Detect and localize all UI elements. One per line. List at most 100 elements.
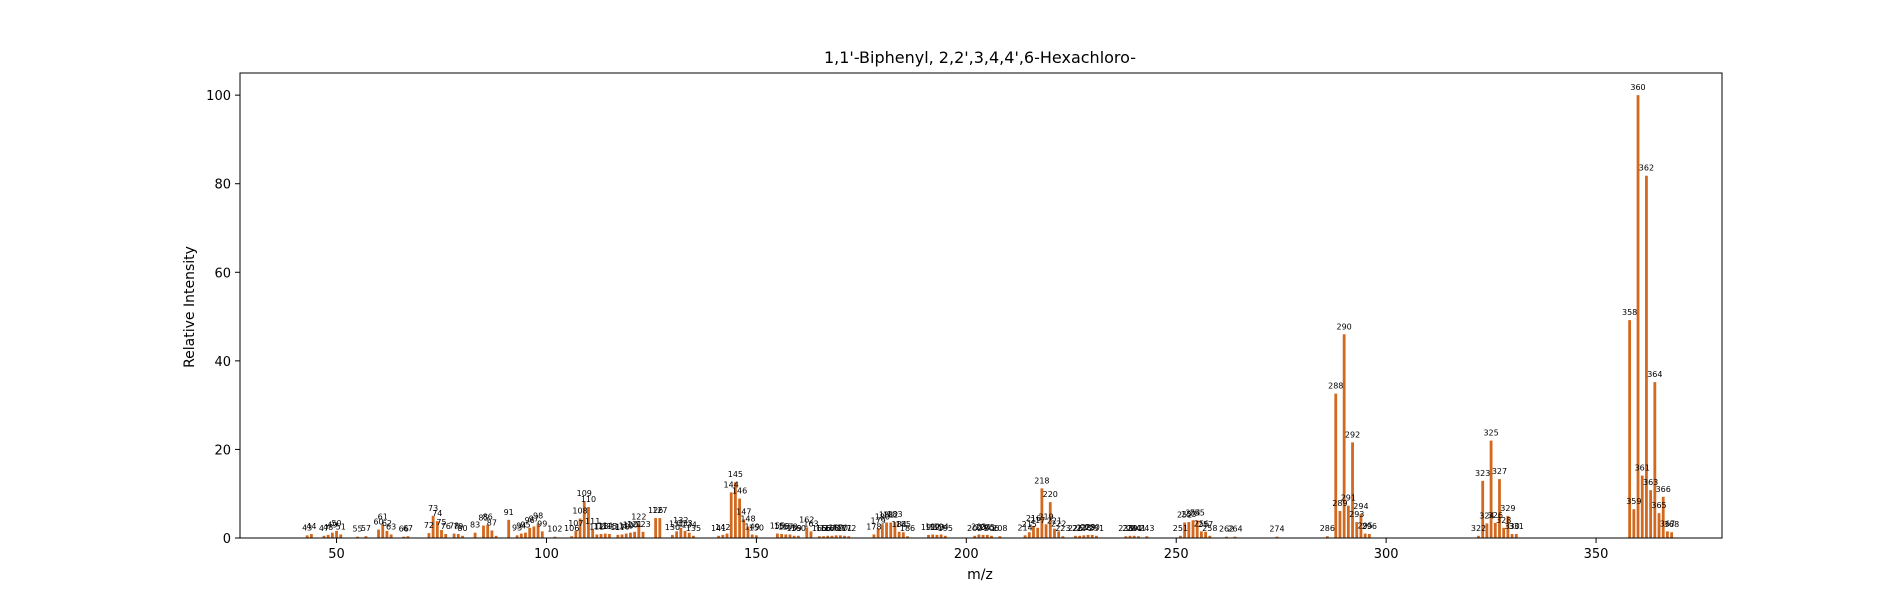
peak-bar-329 (1506, 515, 1510, 538)
peak-label-93: 93 (512, 523, 522, 532)
peak-label-117: 117 (610, 523, 625, 532)
peak-bar-55 (356, 536, 359, 538)
peak-bar-202 (973, 535, 977, 538)
peak-bar-328 (1502, 527, 1506, 538)
peak-bar-186 (906, 536, 909, 538)
peak-bar-96 (528, 527, 532, 538)
peak-label-121: 121 (627, 520, 642, 529)
peak-bar-156 (780, 534, 783, 538)
peak-bar-322 (1477, 535, 1480, 538)
peak-bar-147 (742, 519, 746, 538)
peak-label-126: 126 (648, 506, 663, 515)
peak-bar-327 (1498, 479, 1501, 538)
peak-bar-227 (1078, 535, 1082, 538)
x-tick-label: 100 (534, 547, 559, 562)
peak-label-149: 149 (745, 522, 760, 531)
peak-label-74: 74 (432, 509, 442, 518)
peak-label-363: 363 (1643, 478, 1658, 487)
peak-label-368: 368 (1664, 520, 1679, 529)
peak-label-115: 115 (602, 522, 617, 531)
peak-label-134: 134 (682, 521, 697, 530)
peak-label-367: 367 (1660, 519, 1675, 528)
peak-bar-178 (872, 534, 876, 538)
peak-bar-91 (507, 519, 511, 538)
peak-bar-149 (750, 534, 754, 538)
peak-label-323: 323 (1475, 469, 1490, 478)
peak-bar-43 (305, 535, 309, 538)
peak-label-61: 61 (378, 513, 388, 522)
peak-label-331: 331 (1509, 522, 1524, 531)
peak-bar-194 (939, 534, 943, 538)
peak-label-217: 217 (1030, 516, 1045, 525)
peak-label-148: 148 (740, 514, 755, 523)
peak-bar-144 (729, 492, 733, 538)
x-tick-label: 200 (954, 547, 979, 562)
peak-label-364: 364 (1647, 370, 1662, 379)
peak-bar-44 (309, 534, 313, 538)
peak-bar-216 (1032, 526, 1035, 538)
peak-bar-158 (788, 534, 792, 538)
peak-label-206: 206 (984, 524, 999, 533)
peak-bar-127 (658, 518, 662, 538)
peak-bar-50 (335, 530, 338, 538)
peak-label-114: 114 (598, 522, 613, 531)
peak-label-145: 145 (728, 470, 743, 479)
peak-bar-239 (1128, 535, 1132, 538)
peak-bar-324 (1485, 523, 1489, 538)
peak-bar-85 (482, 525, 485, 538)
peak-label-258: 258 (1202, 524, 1217, 533)
peak-bar-226 (1074, 535, 1077, 538)
peak-bar-108 (578, 518, 582, 538)
peak-bar-258 (1208, 535, 1212, 538)
peak-bar-123 (641, 531, 645, 538)
peak-label-158: 158 (782, 522, 797, 531)
peak-label-169: 169 (829, 523, 844, 532)
peak-bar-241 (1137, 536, 1140, 538)
peak-label-72: 72 (424, 521, 434, 530)
peak-label-62: 62 (382, 519, 392, 528)
peak-label-55: 55 (352, 525, 362, 534)
peak-label-171: 171 (837, 524, 852, 533)
peak-label-147: 147 (736, 507, 751, 516)
peak-bar-192 (931, 534, 935, 538)
peak-bar-61 (381, 524, 385, 538)
peak-label-290: 290 (1337, 322, 1352, 331)
peak-bar-112 (595, 534, 599, 538)
peak-label-202: 202 (967, 524, 982, 533)
peak-label-144: 144 (724, 480, 739, 489)
peak-bar-296 (1367, 534, 1371, 538)
y-tick-label: 60 (214, 266, 231, 281)
peak-label-227: 227 (1072, 524, 1087, 533)
peak-bar-264 (1233, 536, 1237, 538)
x-axis-ticks: 50 100 150 200 250 300 350 (328, 538, 1608, 562)
peak-bar-168 (830, 535, 834, 538)
peak-label-96: 96 (525, 516, 535, 525)
peak-label-362: 362 (1639, 164, 1654, 173)
peak-bar-179 (876, 528, 880, 538)
peak-bar-166 (822, 536, 825, 538)
peak-bar-218 (1040, 488, 1044, 538)
peak-bar-165 (817, 536, 821, 538)
peak-bar-256 (1200, 531, 1203, 538)
peak-label-359: 359 (1626, 497, 1641, 506)
peak-bar-359 (1632, 509, 1636, 538)
peak-label-360: 360 (1630, 83, 1645, 92)
peak-bar-205 (985, 534, 989, 538)
peak-label-253: 253 (1181, 510, 1196, 519)
x-tick-label: 250 (1164, 547, 1189, 562)
peak-label-241: 241 (1131, 524, 1146, 533)
peak-label-162: 162 (799, 515, 814, 524)
peak-label-118: 118 (614, 522, 629, 531)
peak-label-296: 296 (1362, 522, 1377, 531)
peak-bar-118 (620, 534, 624, 538)
peak-label-94: 94 (516, 522, 526, 531)
peak-label-67: 67 (403, 524, 413, 533)
peak-label-183: 183 (887, 510, 902, 519)
peak-bar-358 (1628, 320, 1632, 538)
peak-bar-63 (389, 534, 393, 538)
peak-label-229: 229 (1080, 523, 1095, 532)
peak-bar-208 (998, 536, 1002, 538)
peak-label-51: 51 (336, 522, 346, 531)
peak-label-168: 168 (824, 524, 839, 533)
